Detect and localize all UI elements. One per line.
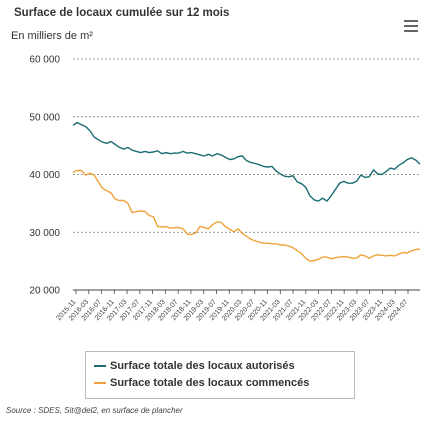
y-tick-label: 20 000 xyxy=(29,286,60,297)
series-line-commences xyxy=(72,169,421,262)
y-tick-label: 60 000 xyxy=(29,55,60,66)
chart-subtitle: En milliers de m² xyxy=(11,30,93,42)
y-tick-label: 30 000 xyxy=(29,228,60,239)
y-tick-label: 50 000 xyxy=(29,112,60,123)
hamburger-menu-icon[interactable] xyxy=(404,20,418,34)
legend-label-autorises: Surface totale des locaux autorisés xyxy=(110,360,295,372)
legend-item-commences[interactable]: Surface totale des locaux commencés xyxy=(94,377,309,389)
legend-label-commences: Surface totale des locaux commencés xyxy=(110,377,310,389)
chart-title: Surface de locaux cumulée sur 12 mois xyxy=(14,7,230,19)
legend-swatch-autorises xyxy=(94,365,106,368)
legend-swatch-commences xyxy=(94,382,106,385)
legend: Surface totale des locaux autorisés Surf… xyxy=(85,351,355,399)
legend-item-autorises[interactable]: Surface totale des locaux autorisés xyxy=(94,360,295,372)
y-tick-label: 40 000 xyxy=(29,170,60,181)
source-note: Source : SDES, Sit@del2, en surface de p… xyxy=(6,406,183,415)
series-line-autorises xyxy=(72,121,421,202)
